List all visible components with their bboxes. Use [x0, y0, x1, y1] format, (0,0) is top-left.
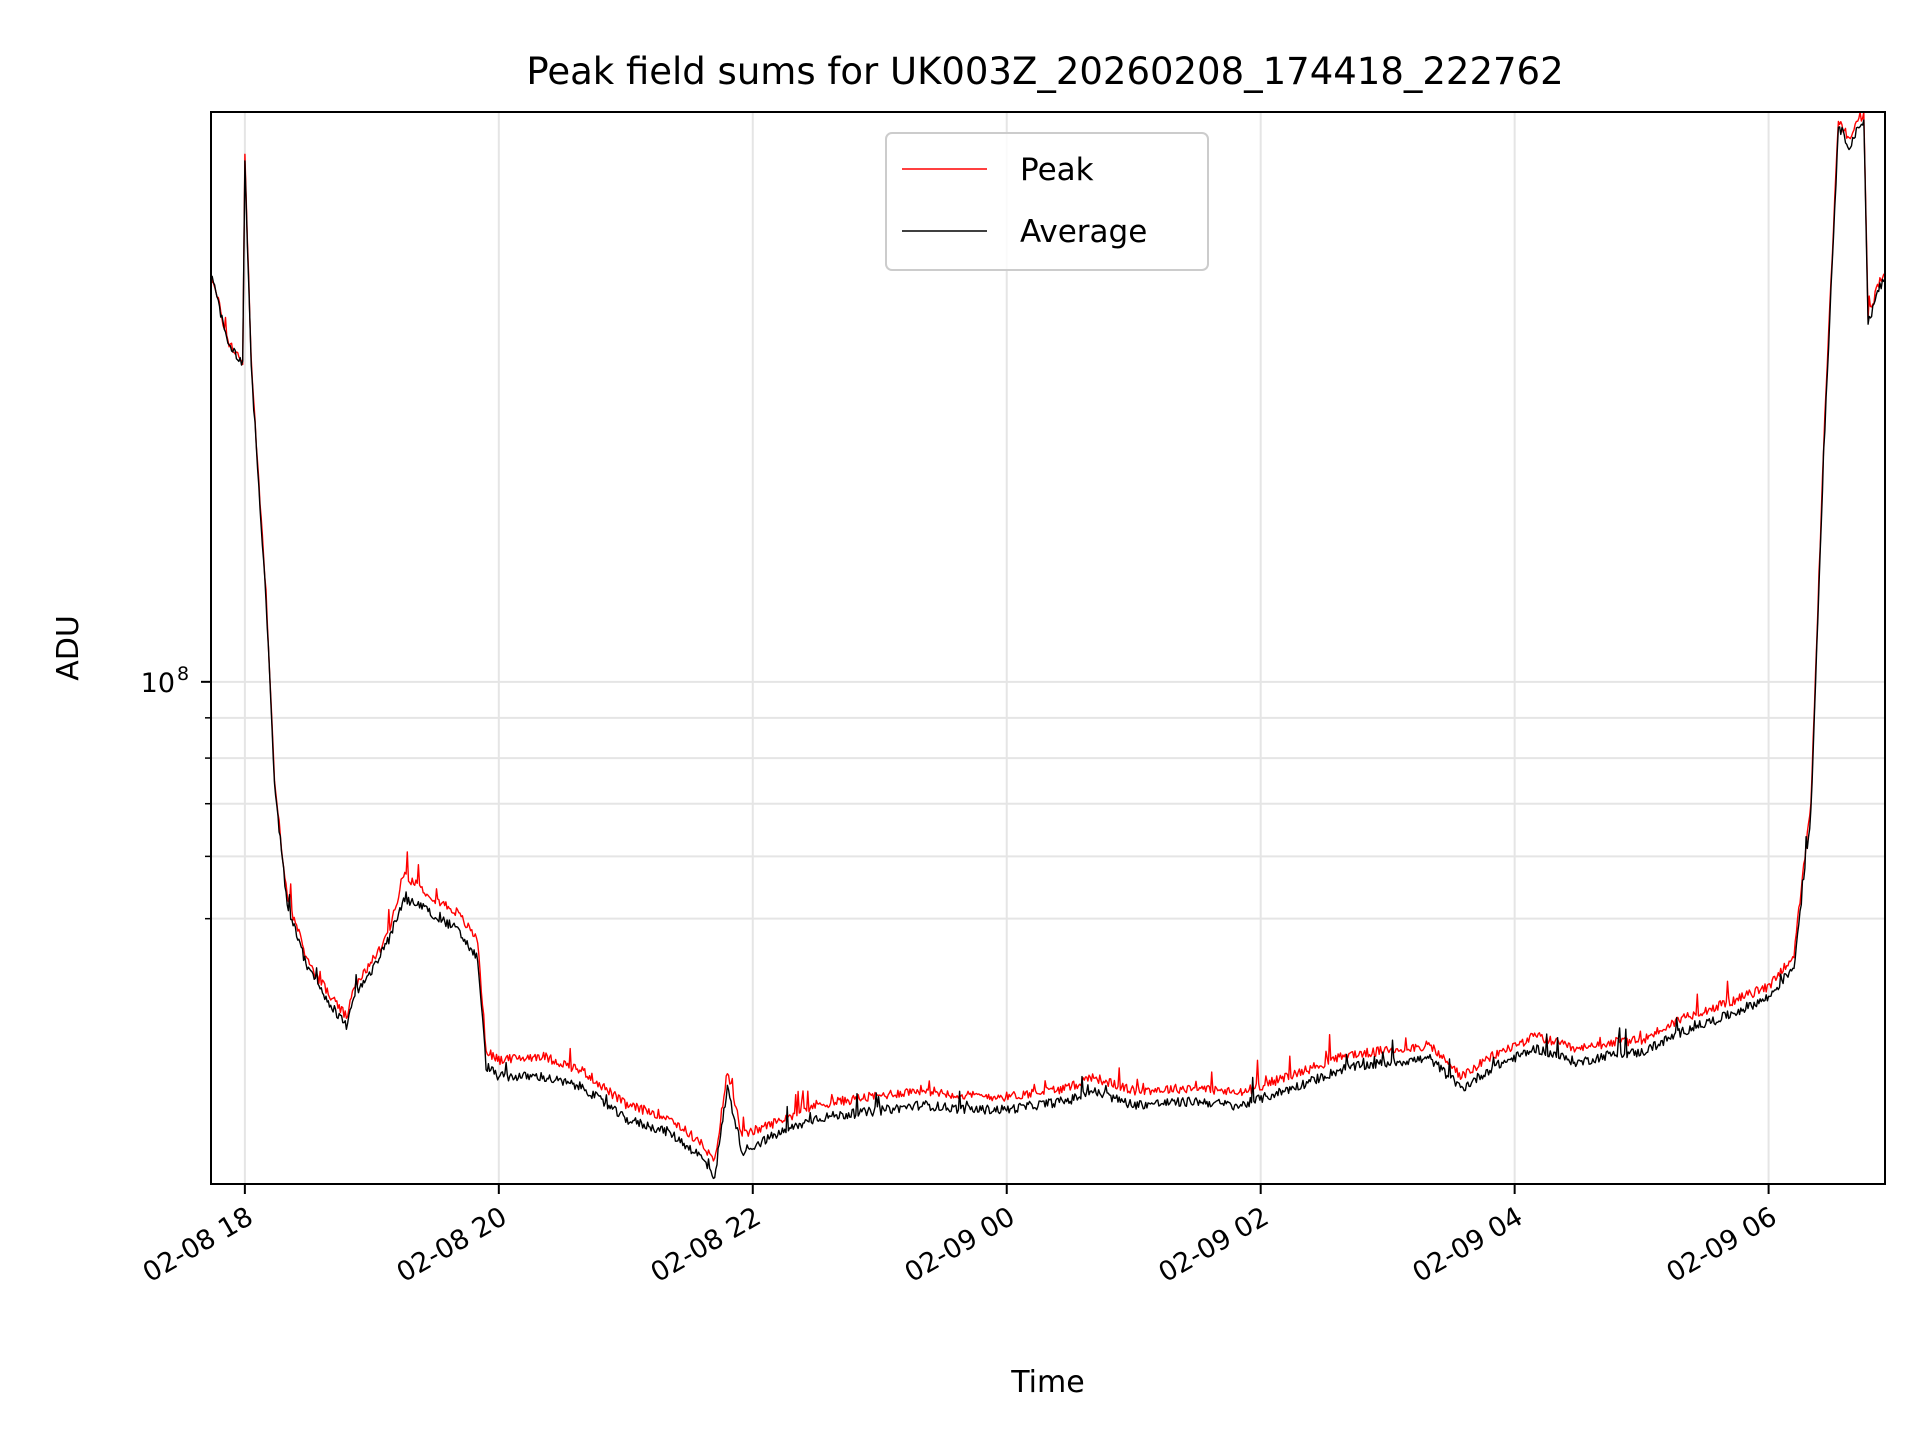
y-axis-label: ADU	[51, 615, 86, 681]
series-line-peak	[210, 111, 1886, 1162]
legend-label-peak: Peak	[1020, 152, 1094, 188]
y-tick-label: 10	[141, 668, 175, 699]
plot-lines	[210, 111, 1886, 1180]
legend-box	[885, 132, 1209, 271]
grid-lines	[211, 112, 1885, 1184]
legend-label-average: Average	[1020, 214, 1147, 250]
series-line-average	[210, 119, 1886, 1180]
legend: Peak Average	[885, 132, 1209, 271]
chart-title: Peak field sums for UK003Z_20260208_1744…	[526, 50, 1563, 93]
x-axis-label: Time	[1010, 1365, 1084, 1400]
y-tick-label-exponent: 8	[177, 663, 189, 685]
y-tick-label-base: 10	[141, 668, 175, 699]
plot-area-frame	[210, 111, 1886, 1185]
